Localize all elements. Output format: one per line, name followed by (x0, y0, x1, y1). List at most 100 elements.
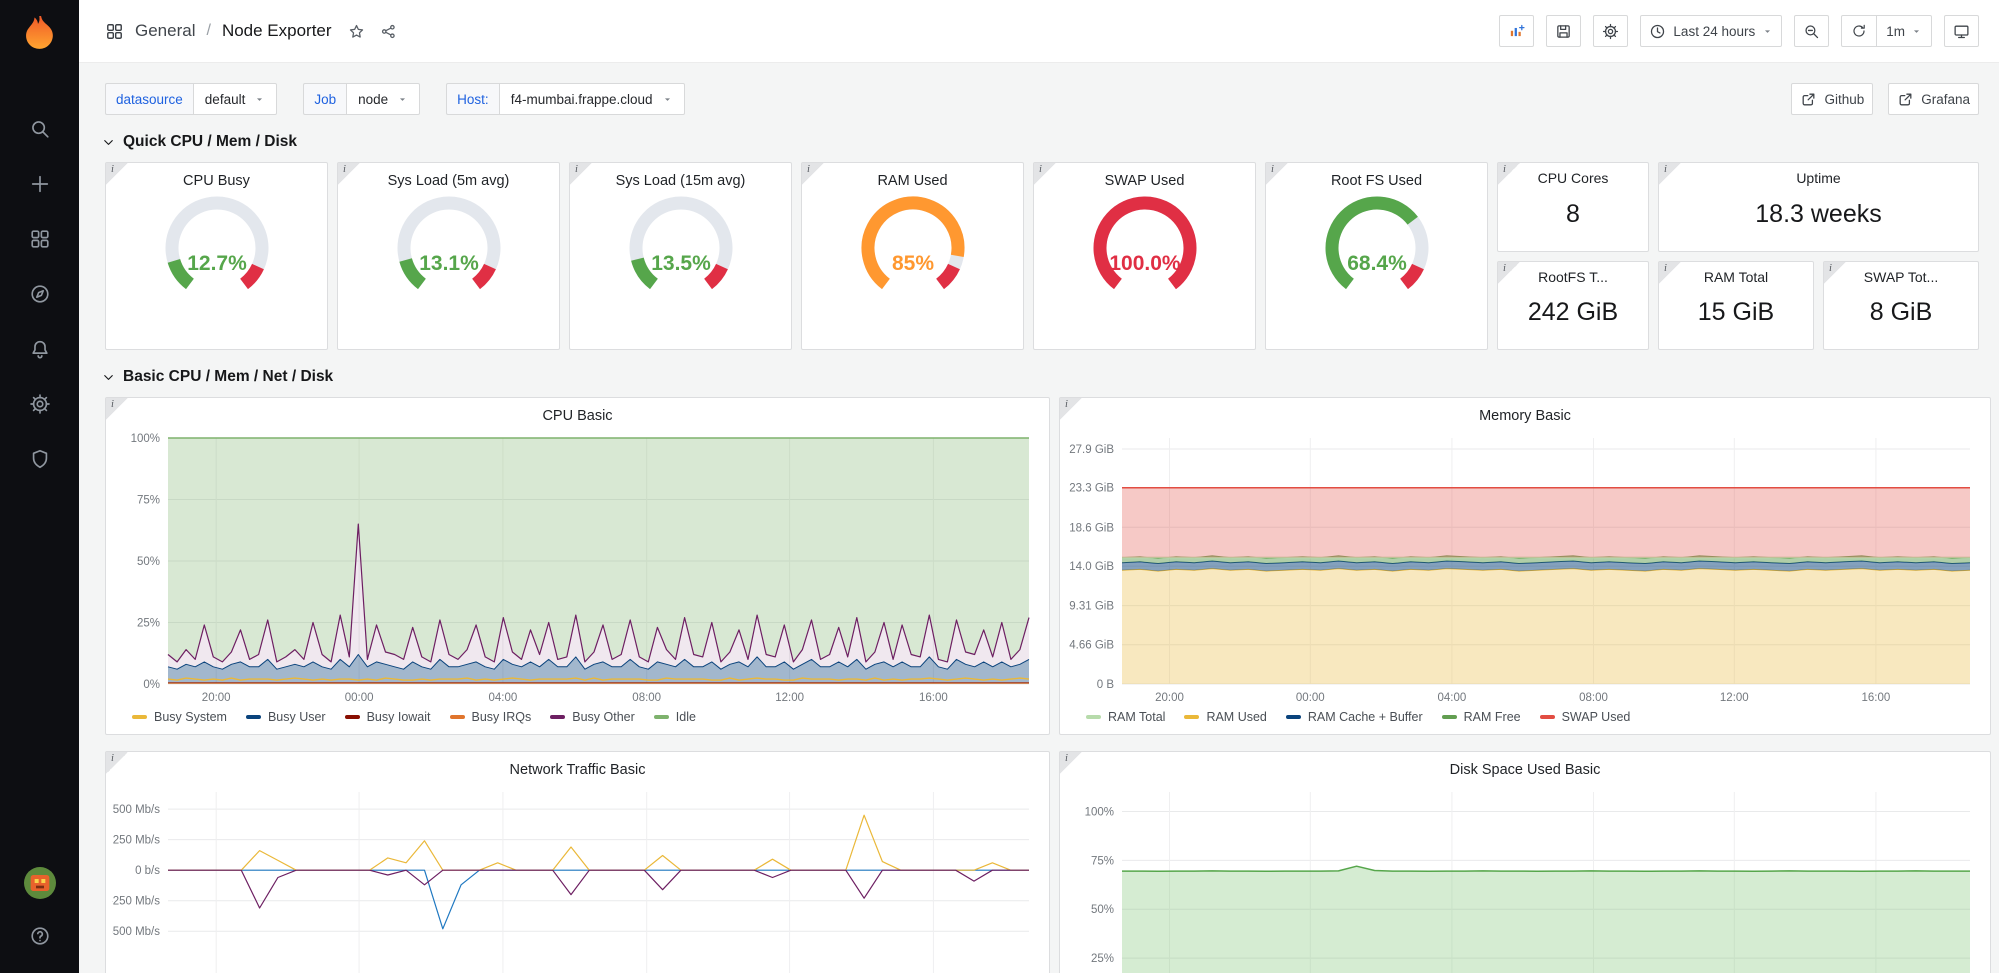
sidebar-item-configuration[interactable] (29, 393, 51, 415)
gauge-value: 68.4% (1347, 252, 1407, 275)
charts-row-a: i CPU Basic 0% 25% 50% 75% 100% 20:00 00:00 04:00… (105, 397, 1991, 735)
chart-legend: RAM Total RAM Used RAM Cache + Buffer RAM F… (1060, 710, 1990, 734)
datasource-select[interactable]: default (192, 83, 278, 115)
job-select[interactable]: node (346, 83, 421, 115)
sidebar-item-search[interactable] (29, 118, 51, 140)
grafana-link[interactable]: Grafana (1888, 83, 1979, 115)
chart-plot[interactable]: 0% 25% 50% 75% 100% 20:00 00:00 04:00 08:00 12:00… (106, 428, 1049, 710)
refresh-icon (1851, 23, 1867, 39)
legend-item[interactable]: Busy Iowait (344, 710, 431, 724)
panel-info-icon[interactable]: i (570, 163, 592, 185)
chart-plot[interactable]: 100%75%50%25%0%20:0000:0004:0008:0012:00… (1060, 782, 1990, 973)
legend-item[interactable]: Idle (653, 710, 696, 724)
panel-title[interactable]: Root FS Used (1330, 173, 1423, 189)
grafana-logo[interactable] (18, 12, 62, 56)
legend-item[interactable]: Busy Other (550, 710, 635, 724)
github-link-label: Github (1824, 91, 1865, 107)
legend-item[interactable]: RAM Free (1441, 710, 1521, 724)
legend-swatch (1086, 715, 1101, 719)
series-area (1122, 487, 1970, 558)
panel-title[interactable]: RAM Used (877, 173, 948, 189)
row-header-basic[interactable]: Basic CPU / Mem / Net / Disk (101, 368, 1979, 386)
sidebar-bottom (23, 867, 56, 973)
panel-title[interactable]: RootFS T... (1538, 268, 1608, 285)
star-icon[interactable] (348, 23, 365, 40)
panel-info-icon[interactable]: i (1060, 752, 1082, 774)
panel-title[interactable]: Uptime (1796, 170, 1841, 186)
github-link[interactable]: Github (1791, 83, 1874, 115)
y-axis-label: 0% (143, 679, 160, 691)
breadcrumb-separator: / (206, 22, 211, 39)
add-panel-button[interactable] (1499, 15, 1535, 47)
legend-swatch (344, 715, 360, 719)
chevron-down-icon (397, 94, 408, 105)
legend-item[interactable]: RAM Total (1086, 710, 1165, 724)
legend-item[interactable]: Busy IRQs (449, 710, 531, 724)
breadcrumb-section[interactable]: General (135, 21, 196, 40)
legend-item[interactable]: Busy System (132, 710, 227, 724)
panel-info-icon[interactable]: i (1659, 261, 1681, 284)
panel-info-icon[interactable]: i (106, 398, 128, 420)
legend-item[interactable]: RAM Used (1184, 710, 1267, 724)
gauge-threshold-red (1399, 263, 1424, 290)
chart-canvas: 100%75%50%25%0%20:0000:0004:0008:0012:00… (1085, 792, 1970, 973)
panel-info-icon[interactable]: i (1659, 163, 1681, 185)
panel-info-icon[interactable]: i (1824, 261, 1846, 284)
user-avatar[interactable] (23, 867, 56, 899)
sidebar-item-dashboards[interactable] (29, 228, 51, 250)
tv-mode-button[interactable] (1944, 15, 1979, 47)
series-line (168, 869, 1029, 930)
series-line (167, 523, 1030, 663)
save-dashboard-button[interactable] (1546, 15, 1582, 47)
y-axis-label: 50% (137, 556, 160, 568)
zoom-out-button[interactable] (1794, 15, 1830, 47)
gauge: 68.4% (1325, 196, 1428, 290)
panel-info-icon[interactable]: i (106, 163, 128, 185)
settings-gear-icon (1602, 23, 1619, 40)
panel-title[interactable]: Memory Basic (1479, 408, 1571, 424)
panel-info-icon[interactable]: i (106, 752, 128, 774)
shield-icon (29, 448, 51, 470)
row-header-quick[interactable]: Quick CPU / Mem / Disk (101, 133, 1979, 151)
panel-title[interactable]: CPU Cores (1537, 170, 1609, 186)
sidebar-item-server-admin[interactable] (29, 448, 51, 470)
legend-item[interactable]: Busy User (245, 710, 326, 724)
panel-info-icon[interactable]: i (802, 163, 824, 185)
panel-info-icon[interactable]: i (338, 163, 360, 185)
panel-title[interactable]: RAM Total (1703, 268, 1769, 285)
refresh-interval-button[interactable]: 1m (1876, 16, 1931, 46)
breadcrumb-page[interactable]: Node Exporter (221, 21, 332, 40)
sidebar-item-help[interactable] (29, 925, 51, 947)
chart-plot[interactable]: 0 B 4.66 GiB 9.31 GiB 14.0 GiB 18.6 GiB 23.3 … (1060, 428, 1990, 710)
gauge: 13.5% (629, 196, 732, 290)
panel-title[interactable]: Network Traffic Basic (509, 762, 646, 778)
panel-title[interactable]: SWAP Tot... (1863, 268, 1939, 285)
host-select[interactable]: f4-mumbai.frappe.cloud (498, 83, 685, 115)
panel-info-icon[interactable]: i (1498, 261, 1520, 284)
sidebar-item-create[interactable] (29, 173, 51, 195)
panel-title[interactable]: CPU Busy (183, 173, 250, 189)
gauge-threshold-red (935, 263, 960, 290)
dashboard-settings-button[interactable] (1593, 15, 1629, 47)
sidebar-item-alerting[interactable] (29, 338, 51, 360)
x-axis-label: 08:00 (1579, 692, 1608, 704)
panel-title[interactable]: Disk Space Used Basic (1449, 762, 1601, 778)
panel-info-icon[interactable]: i (1266, 163, 1288, 185)
legend-item[interactable]: RAM Cache + Buffer (1285, 710, 1423, 724)
legend-swatch (1441, 715, 1457, 719)
share-icon[interactable] (380, 23, 397, 40)
panel-info-icon[interactable]: i (1034, 163, 1056, 185)
refresh-button[interactable] (1842, 16, 1876, 46)
panel-title[interactable]: Sys Load (15m avg) (615, 173, 746, 189)
panel-info-icon[interactable]: i (1498, 163, 1520, 185)
panel-title[interactable]: SWAP Used (1104, 173, 1185, 189)
panel-title[interactable]: CPU Basic (542, 408, 613, 424)
time-range-button[interactable]: Last 24 hours (1640, 15, 1783, 47)
sidebar-item-explore[interactable] (29, 283, 51, 305)
chart-canvas: 0% 25% 50% 75% 100% 20:00 00:00 04:00 08:00 12:00… (131, 433, 1030, 704)
panel-info-icon[interactable]: i (1060, 398, 1082, 420)
legend-item[interactable]: SWAP Used (1539, 710, 1630, 724)
panel-title[interactable]: Sys Load (5m avg) (387, 173, 510, 189)
